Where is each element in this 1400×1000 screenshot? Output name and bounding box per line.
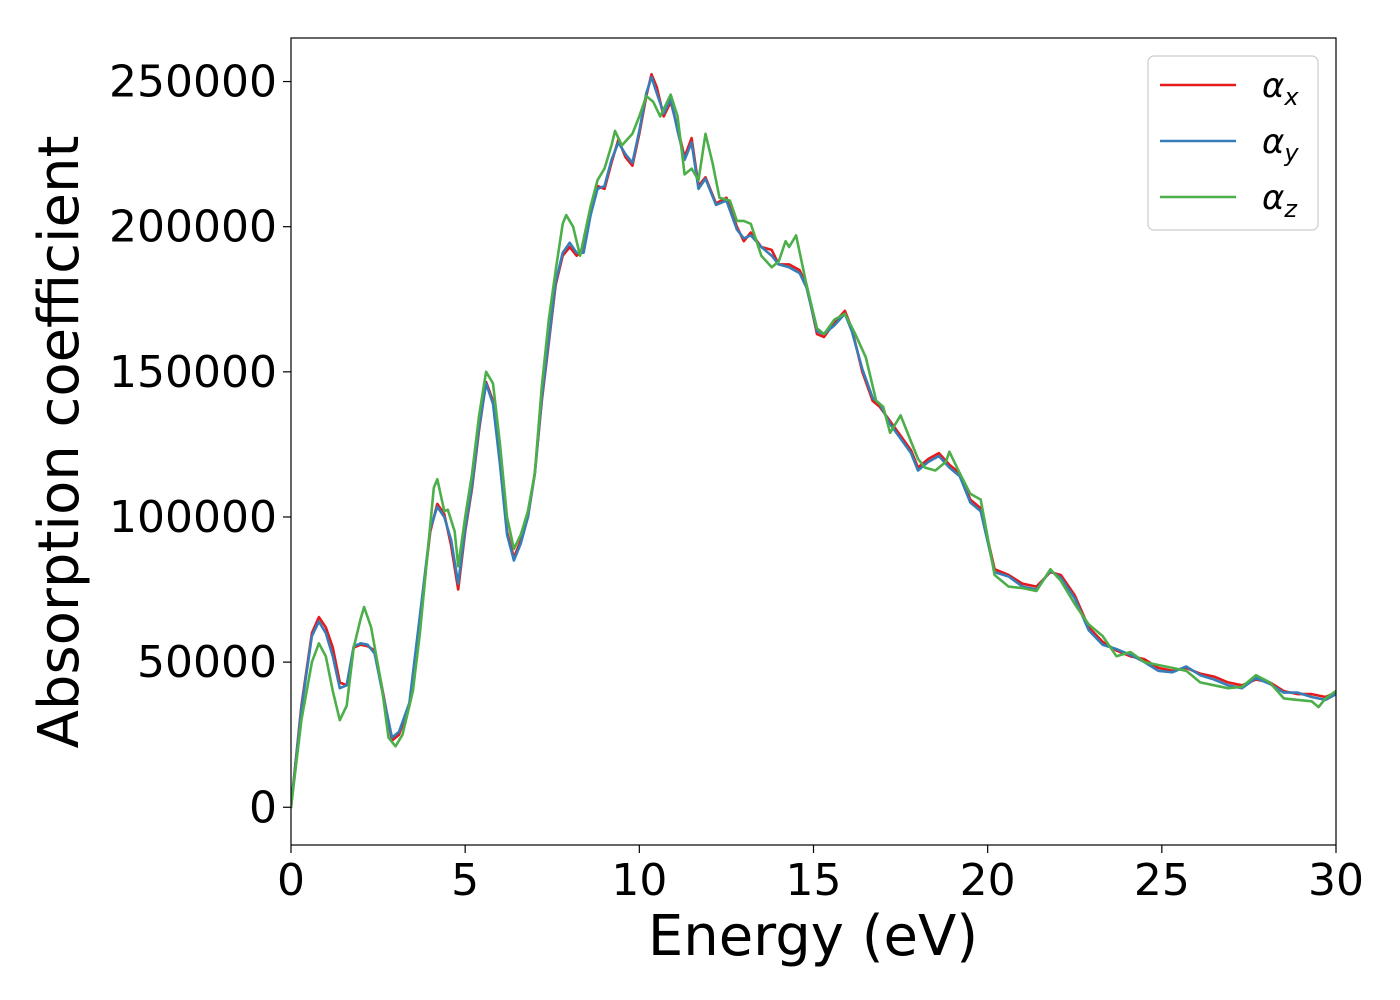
y-tick-label: 150000 [109,347,277,398]
legend-box [1147,55,1319,231]
y-tick-label: 100000 [109,492,277,543]
series-line-y [291,75,1336,809]
y-tick-label: 200000 [109,202,277,253]
x-tick-label: 20 [960,855,1016,906]
legend-label-z: αz [1262,178,1298,223]
x-tick-label: 5 [451,855,479,906]
y-tick-label: 250000 [109,57,277,108]
y-tick-label: 50000 [137,637,277,688]
legend-label-x: αx [1262,66,1299,111]
x-tick-label: 25 [1134,855,1190,906]
legend: αx αy αz [1147,55,1319,231]
x-tick-label: 30 [1308,855,1364,906]
series-line-z [291,93,1336,809]
series-layer [291,73,1336,809]
y-axis-label: Absorption coefficient [27,136,92,749]
x-tick-label: 0 [277,855,305,906]
y-tick-label: 0 [249,782,277,833]
axes-layer: 0 5 10 15 20 25 30 0 50000 100000 150000 200000 2500… [109,57,1364,906]
x-axis-label: Energy (eV) [648,904,978,969]
x-tick-label: 15 [786,855,842,906]
legend-label-y: αy [1262,122,1299,167]
x-tick-label: 10 [611,855,667,906]
